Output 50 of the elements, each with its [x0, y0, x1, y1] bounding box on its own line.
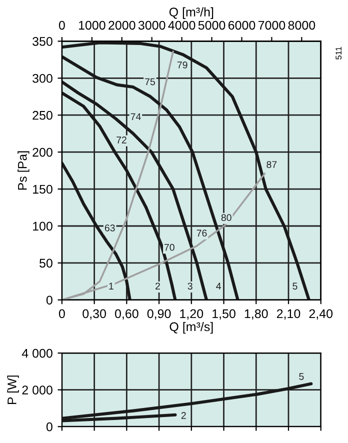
x2-tick-label: 7000 — [258, 20, 286, 30]
annotation: 2 — [156, 282, 160, 290]
y-tick-label: 100 — [33, 222, 52, 231]
annotation: 80 — [221, 214, 232, 222]
x-axis-title: Q [m³/s] — [170, 322, 213, 334]
x-tick-label: 0,30 — [82, 309, 106, 320]
annotation: 75 — [145, 78, 155, 86]
x-tick-label: 0,90 — [147, 309, 171, 320]
annotation: 76 — [196, 230, 207, 237]
annotation: 63 — [104, 224, 115, 232]
x2-tick-label: 2000 — [108, 20, 136, 30]
y-tick-label: 0 — [46, 422, 52, 432]
x-tick-label: 1,50 — [212, 309, 236, 320]
x2-tick-label: 3000 — [138, 20, 166, 30]
x-tick-label: 2,40 — [309, 309, 333, 320]
x2-tick-label: 5000 — [198, 20, 226, 30]
x-tick-label: 1,80 — [244, 309, 268, 320]
y-tick-label: 4 000 — [22, 348, 52, 358]
x2-tick-label: 1000 — [78, 20, 106, 30]
y-axis-title: P [W] — [7, 376, 19, 404]
y-tick-label: 300 — [32, 74, 52, 83]
y-tick-label: 250 — [32, 110, 52, 120]
x2-tick-label: 0 — [58, 20, 65, 30]
y-tick-label: 50 — [40, 258, 52, 268]
annotation: 74 — [130, 113, 141, 120]
annotation: 4 — [216, 282, 222, 290]
annotation: 70 — [164, 244, 174, 251]
x2-tick-label: 8000 — [288, 20, 316, 30]
y-tick-label: 350 — [32, 37, 52, 46]
x2-axis-title: Q [m³/h] — [169, 7, 214, 19]
annotation: 2 — [181, 412, 186, 419]
y-tick-label: 2 000 — [22, 386, 52, 394]
annotation: 3 — [188, 282, 192, 290]
x-tick-label: 2,10 — [276, 309, 300, 320]
y-tick-label: 150 — [33, 184, 52, 194]
y-tick-label: 0 — [46, 296, 52, 305]
annotation: 1 — [109, 282, 114, 290]
annotation: 5 — [292, 282, 298, 290]
x2-tick-label: 6000 — [228, 20, 256, 30]
x-tick-label: 1,20 — [180, 309, 204, 320]
annotation: 72 — [116, 136, 126, 144]
text: 511 — [336, 46, 342, 60]
annotation: 5 — [299, 373, 304, 380]
x-tick-label: 0 — [58, 309, 65, 318]
y-tick-label: 200 — [32, 148, 52, 157]
x-tick-label: 0,60 — [114, 309, 138, 320]
x2-tick-label: 4000 — [168, 20, 196, 30]
y-axis-title: Ps [Pa] — [18, 151, 30, 190]
annotation: 87 — [266, 161, 277, 168]
annotation: 79 — [177, 62, 188, 68]
